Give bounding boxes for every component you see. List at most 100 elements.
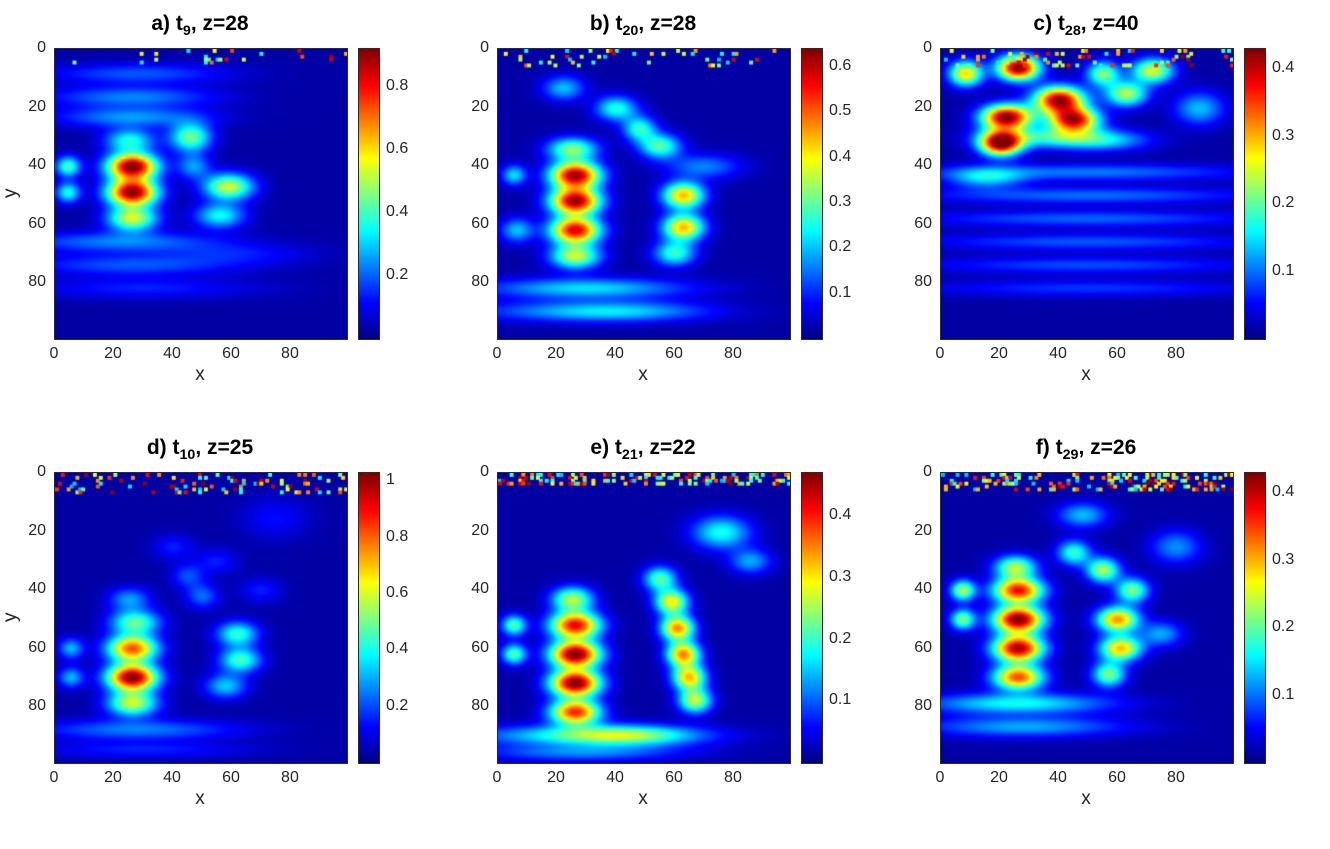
tick-label: 1 [386, 471, 395, 489]
title-subscript: 21 [621, 447, 638, 464]
tick-label: 40 [163, 769, 181, 786]
x-axis-ticks: 0 20 40 60 80 [936, 338, 1232, 364]
panel-b: b) t20, z=28 0 20 40 60 80 0.1 0.2 0.3 0.4 0.5 0.… [443, 0, 886, 424]
colorbar-canvas [1244, 472, 1266, 764]
tick-label: 40 [471, 156, 489, 174]
tick-label: 0 [37, 463, 46, 480]
colorbar-canvas [801, 48, 823, 340]
tick-label: 0.2 [829, 238, 852, 256]
colorbar-ticks: 0.1 0.2 0.3 0.4 0.5 0.6 [821, 48, 866, 338]
title-text: f) t [1035, 436, 1063, 459]
tick-label: 60 [28, 638, 46, 656]
panel-f-title: f) t29, z=26 [940, 430, 1232, 472]
tick-label: 60 [1108, 769, 1126, 786]
y-axis-ticks: 0 20 40 60 80 [18, 39, 54, 338]
x-axis-ticks: 0 20 40 60 80 [50, 762, 346, 788]
tick-label: 0 [37, 39, 46, 56]
tick-label: 0.4 [829, 506, 852, 524]
title-text: e) t [590, 436, 622, 459]
panel-f: f) t29, z=26 0 20 40 60 80 0.1 0.2 0.3 0.4 0 20 4… [886, 424, 1329, 848]
tick-label: 80 [914, 697, 932, 715]
tick-label: 40 [606, 345, 624, 362]
tick-label: 0.2 [1272, 618, 1295, 636]
colorbar-canvas [358, 472, 380, 764]
tick-label: 0 [492, 345, 502, 362]
tick-label: 0.8 [386, 76, 409, 94]
tick-label: 60 [665, 345, 683, 362]
tick-label: 0.4 [386, 640, 409, 658]
tick-label: 20 [547, 345, 565, 362]
tick-label: 0 [935, 345, 945, 362]
tick-label: 80 [281, 769, 299, 786]
panel-c-title: c) t28, z=40 [940, 6, 1232, 48]
panel-b-title: b) t20, z=28 [497, 6, 789, 48]
tick-label: 80 [1167, 345, 1185, 362]
tick-label: 20 [914, 97, 932, 115]
tick-label: 0.6 [829, 57, 852, 75]
tick-label: 0.4 [829, 147, 852, 165]
tick-label: 80 [471, 697, 489, 715]
tick-label: 40 [606, 769, 624, 786]
colorbar-canvas [801, 472, 823, 764]
panel-e: e) t21, z=22 0 20 40 60 80 0.1 0.2 0.3 0.4 0 20 4… [443, 424, 886, 848]
y-axis-ticks: 0 20 40 60 80 [904, 463, 940, 762]
tick-label: 20 [28, 97, 46, 115]
y-axis-label [886, 472, 904, 762]
tick-label: 0.3 [1272, 550, 1295, 568]
y-axis-label [886, 48, 904, 338]
colorbar-ticks: 0.1 0.2 0.3 0.4 [1264, 472, 1309, 762]
tick-label: 80 [471, 273, 489, 291]
tick-label: 40 [914, 156, 932, 174]
heatmap-canvas [54, 472, 348, 764]
x-axis-ticks: 0 20 40 60 80 [493, 338, 789, 364]
title-text: d) t [146, 436, 180, 459]
panel-d: d) t10, z=25 y 0 20 40 60 80 0.2 0.4 0.6 0.8 1 0… [0, 424, 443, 848]
tick-label: 80 [281, 345, 299, 362]
tick-label: 20 [104, 345, 122, 362]
tick-label: 0 [480, 39, 489, 56]
x-axis-label: x [1081, 788, 1091, 809]
tick-label: 60 [222, 769, 240, 786]
tick-label: 60 [222, 345, 240, 362]
colorbar-canvas [358, 48, 380, 340]
panel-e-title: e) t21, z=22 [497, 430, 789, 472]
y-axis-label: y [0, 612, 21, 622]
x-axis-label: x [195, 364, 205, 385]
title-subscript: 29 [1062, 447, 1079, 464]
panel-a-title: a) t9, z=28 [54, 6, 346, 48]
x-axis-label: x [638, 364, 648, 385]
y-axis-label [443, 472, 461, 762]
tick-label: 20 [990, 769, 1008, 786]
tick-label: 0.1 [829, 283, 852, 301]
tick-label: 0.2 [386, 265, 409, 283]
tick-label: 80 [1167, 769, 1185, 786]
tick-label: 60 [914, 638, 932, 656]
tick-label: 40 [471, 580, 489, 598]
title-text: b) t [589, 12, 623, 35]
tick-label: 20 [914, 521, 932, 539]
title-suffix: , z=40 [1080, 12, 1139, 35]
title-subscript: 10 [179, 447, 196, 464]
tick-label: 0.1 [1272, 261, 1295, 279]
tick-label: 80 [28, 273, 46, 291]
y-axis-ticks: 0 20 40 60 80 [904, 39, 940, 338]
tick-label: 0.3 [829, 193, 852, 211]
title-text: c) t [1033, 12, 1065, 35]
title-suffix: , z=22 [637, 436, 696, 459]
y-axis-ticks: 0 20 40 60 80 [18, 463, 54, 762]
tick-label: 20 [547, 769, 565, 786]
title-suffix: , z=25 [195, 436, 254, 459]
panel-c: c) t28, z=40 0 20 40 60 80 0.1 0.2 0.3 0.4 0 20 4… [886, 0, 1329, 424]
tick-label: 60 [914, 214, 932, 232]
colorbar-canvas [1244, 48, 1266, 340]
heatmap-canvas [497, 472, 791, 764]
colorbar-ticks: 0.1 0.2 0.3 0.4 [1264, 48, 1309, 338]
tick-label: 20 [471, 521, 489, 539]
title-text: a) t [151, 12, 183, 35]
tick-label: 0.3 [829, 567, 852, 585]
tick-label: 0 [935, 769, 945, 786]
x-axis-label: x [195, 788, 205, 809]
tick-label: 0.1 [1272, 685, 1295, 703]
title-suffix: , z=28 [638, 12, 697, 35]
title-subscript: 20 [622, 23, 639, 40]
